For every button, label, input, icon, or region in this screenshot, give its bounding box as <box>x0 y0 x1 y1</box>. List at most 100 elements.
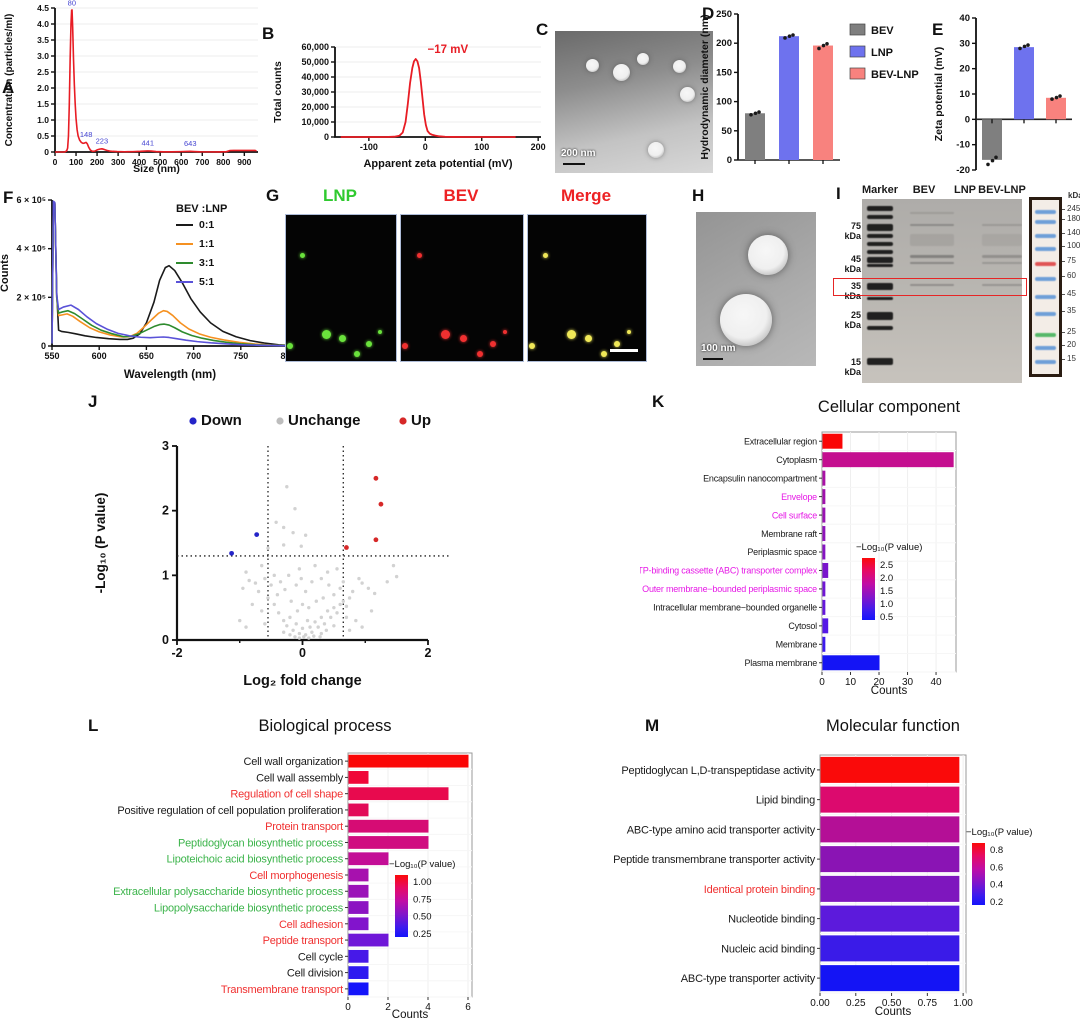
point-Unchange <box>276 611 281 615</box>
legend-label: BEV-LNP <box>871 69 919 81</box>
axis-tick-label: 4 <box>425 1002 431 1013</box>
annotation: 148 <box>80 130 93 139</box>
axis-tick-label: 650 <box>139 351 154 361</box>
panel-e-chart: -20 -10 0 10 20 30 40 Zeta potential (mV) <box>930 0 1080 194</box>
axis-tick-label: 900 <box>237 157 251 167</box>
legend-title: −Log₁₀(P value) <box>966 827 1032 838</box>
ladder-band-45 <box>1035 294 1056 299</box>
bar-row <box>348 771 369 784</box>
point-Unchange <box>332 605 336 610</box>
x-axis-label: Counts <box>392 1009 429 1021</box>
axes-spines <box>175 446 428 642</box>
category-label: ABC-type transporter activity <box>681 973 816 985</box>
x-axis-label: Apparent zeta potential (mV) <box>363 158 512 170</box>
point-Unchange <box>344 615 349 620</box>
ladder-tick <box>1059 275 1065 277</box>
panel-label-i: I <box>836 184 841 203</box>
point-Unchange <box>369 609 374 613</box>
point-Unchange <box>288 615 292 620</box>
gel-band <box>867 242 893 247</box>
point-Unchange <box>313 620 317 624</box>
category-label: Peptide transmembrane transporter activi… <box>613 854 816 866</box>
scale-bar <box>610 349 638 352</box>
point-Unchange <box>303 589 308 594</box>
scale-bar-label: 200 nm <box>561 148 596 159</box>
category-label: Extracellular polysaccharide biosyntheti… <box>113 886 344 898</box>
axis-tick-label: 700 <box>195 157 209 167</box>
point-Up <box>373 537 379 543</box>
point-Unchange <box>260 563 264 568</box>
point-Unchange <box>314 599 319 603</box>
axis-tick-label: 400 <box>132 157 146 167</box>
point-Unchange <box>244 625 248 629</box>
ladder-tick <box>1059 209 1065 211</box>
particle-dot <box>441 330 451 340</box>
point-Unchange <box>297 631 302 636</box>
bar-row <box>822 636 826 652</box>
vesicle <box>637 53 650 66</box>
gel-band <box>867 282 893 290</box>
axis-tick-label: 800 <box>216 157 230 167</box>
ladder-band-25 <box>1035 333 1056 338</box>
axis-tick-label: 0 <box>44 147 49 157</box>
point-Unchange <box>260 609 264 613</box>
point-Unchange <box>289 599 293 603</box>
axis-tick-label: 40 <box>930 677 942 688</box>
category-label: Nucleic acid binding <box>721 943 815 955</box>
axis-tick-label: 200 <box>531 142 546 152</box>
bar-row <box>822 618 829 634</box>
axis-tick-label: 0.50 <box>882 998 902 1009</box>
axis-tick-label: 700 <box>186 351 201 361</box>
point-Unchange <box>307 636 311 640</box>
data-point <box>787 34 792 38</box>
panel-a-chart: 0 0.5 1.0 1.5 2.0 2.5 3.0 3.5 4.0 4.5 0 100 200 300 40… <box>0 0 270 186</box>
gel-band <box>982 261 1022 265</box>
bar-row <box>348 754 469 768</box>
particle-dot <box>287 343 294 350</box>
bar-row <box>822 507 826 523</box>
x-axis-label: Counts <box>875 1006 912 1018</box>
data-point <box>1022 44 1027 49</box>
axis-tick-label: 30 <box>902 677 914 688</box>
particle-dot <box>459 334 467 342</box>
point-Unchange <box>325 609 330 613</box>
particle-dot <box>529 343 536 350</box>
category-label: Cytosol <box>788 621 817 631</box>
category-label: Identical protein binding <box>704 884 815 896</box>
point-Unchange <box>266 546 270 550</box>
annotation: 441 <box>142 138 155 147</box>
annotation: 80 <box>68 0 76 7</box>
category-label: Transmembrane transport <box>221 984 343 996</box>
legend-tick-label: 0.2 <box>990 897 1003 908</box>
ladder-tick <box>1059 219 1065 221</box>
ladder-label: 35 <box>1067 305 1076 315</box>
data-point <box>990 158 995 163</box>
panel-label-j: J <box>88 392 98 411</box>
gel-band <box>867 312 893 321</box>
gel-band <box>982 283 1022 287</box>
axis-tick-label: 20 <box>959 64 970 75</box>
bar-row <box>822 581 826 597</box>
gel-band <box>867 233 893 238</box>
gel-band <box>867 249 893 254</box>
ladder-label: 180 <box>1067 214 1080 224</box>
category-label: Cell wall organization <box>243 756 343 768</box>
y-axis-label: -Log₁₀ (P value) <box>93 493 108 594</box>
particle-dot <box>378 330 383 335</box>
axis-tick-label: 10,000 <box>301 117 329 127</box>
ladder-label: 15 <box>1067 353 1076 363</box>
point-Unchange <box>293 635 297 639</box>
particle-dot <box>402 343 409 350</box>
panel-j-volcano: 0 1 2 3 -2 0 2 Log₂ fold change -Log₁₀ (P value)… <box>75 390 495 702</box>
legend-tick-label: 2.5 <box>880 560 893 571</box>
point-Unchange <box>327 583 331 587</box>
bar-row <box>822 544 826 560</box>
legend-label: Down <box>201 412 242 429</box>
category-label: Lipid binding <box>756 795 815 807</box>
bar-BEV <box>745 113 765 160</box>
legend-tick-label: 0.4 <box>990 880 1003 891</box>
point-Unchange <box>291 530 295 535</box>
particle-dot <box>476 350 483 357</box>
point-Unchange <box>316 625 320 629</box>
legend-label: 5:1 <box>199 276 214 288</box>
